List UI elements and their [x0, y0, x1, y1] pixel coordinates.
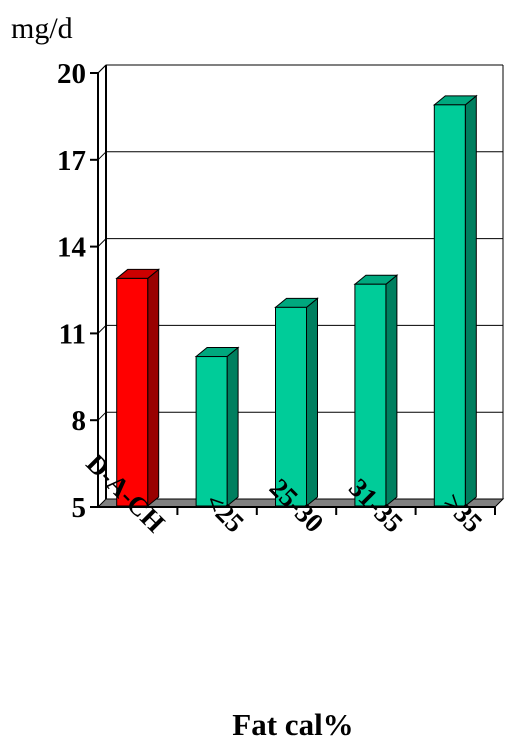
y-tick-labels: 5 8 11 14 17 20	[57, 58, 86, 524]
bar	[354, 283, 387, 507]
bar-side	[226, 346, 239, 508]
gridline-depth	[97, 325, 107, 334]
gridline-depth	[97, 238, 107, 247]
y-tick-label: 17	[57, 145, 86, 177]
y-axis-unit-label: mg/d	[11, 12, 73, 45]
bar	[275, 306, 307, 507]
bar	[116, 277, 149, 507]
bar	[433, 104, 466, 507]
axes	[90, 64, 504, 515]
bar	[195, 356, 228, 507]
y-axis-top-depth	[97, 64, 107, 74]
bar-side	[385, 274, 398, 508]
gridline-depth	[97, 411, 107, 421]
y-tick-label: 20	[57, 58, 86, 90]
bars	[115, 94, 478, 508]
bar-side	[306, 297, 318, 508]
y-tick-label: 8	[72, 405, 87, 437]
gridline-depth	[97, 151, 107, 161]
bar-side	[147, 268, 160, 508]
bar-side	[464, 94, 477, 508]
y-tick-label: 5	[72, 492, 87, 524]
y-tick-label: 14	[57, 232, 86, 264]
x-axis-label: Fat cal%	[232, 707, 353, 742]
y-tick-label: 11	[59, 318, 86, 350]
